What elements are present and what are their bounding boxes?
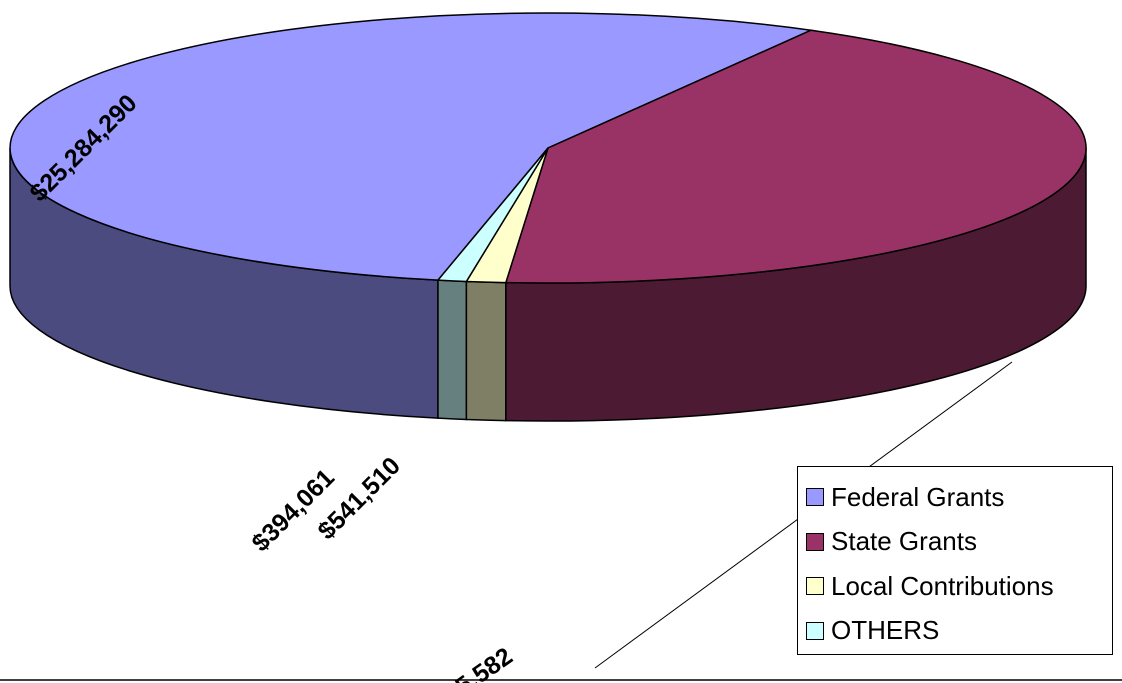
legend-swatch-state-grants xyxy=(806,532,824,551)
legend-swatch-federal-grants xyxy=(806,488,824,507)
pie-slice-federal-grants xyxy=(9,12,814,281)
pie-slice-others xyxy=(436,147,549,283)
legend-swatch-local-contributions xyxy=(806,577,824,596)
legend-item-others: OTHERS xyxy=(806,609,1112,654)
chart-legend: Federal Grants State Grants Local Contri… xyxy=(797,466,1113,655)
legend-item-state-grants: State Grants xyxy=(806,520,1112,565)
pie-side-local-contributions xyxy=(465,280,507,422)
legend-swatch-others xyxy=(806,621,824,640)
data-label-local-contributions: $541,510 xyxy=(312,452,406,546)
pie-side-others xyxy=(437,279,468,421)
data-label-others: $394,061 xyxy=(246,464,340,558)
legend-item-federal-grants: Federal Grants xyxy=(806,475,1112,520)
legend-label: Local Contributions xyxy=(831,570,1054,601)
legend-item-local-contributions: Local Contributions xyxy=(806,564,1112,609)
legend-label: OTHERS xyxy=(831,615,940,646)
legend-label: State Grants xyxy=(831,526,977,557)
pie-slice-state-grants xyxy=(504,29,1087,284)
legend-label: Federal Grants xyxy=(831,481,1005,512)
data-label-state-grants: 5,582 xyxy=(450,642,517,683)
